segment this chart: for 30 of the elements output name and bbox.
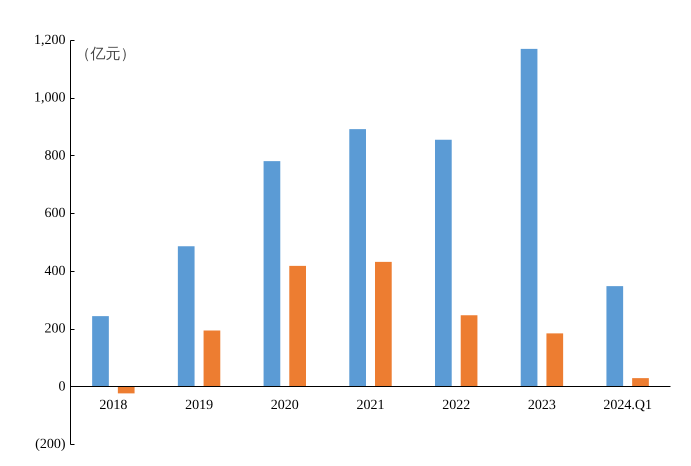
x-tick-label: 2024.Q1 (603, 398, 652, 413)
bar (92, 316, 109, 387)
bar (606, 286, 624, 387)
bar (546, 333, 564, 387)
bar (632, 378, 649, 387)
bar (264, 161, 280, 387)
bar (289, 266, 306, 387)
bar (375, 262, 392, 387)
y-axis-title: （亿元） (76, 44, 136, 62)
bar (520, 48, 538, 387)
y-tick-label: 0 (58, 379, 66, 394)
bar (460, 315, 478, 387)
x-tick-label: 2023 (528, 398, 556, 413)
bar (118, 386, 135, 394)
bar (178, 246, 195, 387)
bar (349, 129, 366, 387)
x-tick-label: 2021 (356, 398, 384, 413)
y-tick-label: 400 (44, 264, 66, 279)
bar (435, 140, 452, 387)
y-tick-label: (200) (35, 437, 66, 452)
y-tick-label: 1,200 (34, 33, 66, 48)
x-tick-label: 2022 (442, 398, 470, 413)
bar (204, 330, 220, 387)
x-tick-label: 2019 (185, 398, 214, 413)
y-tick-label: 200 (44, 322, 66, 337)
x-tick-label: 2018 (99, 398, 128, 413)
y-tick-label: 1,000 (34, 90, 66, 106)
y-tick-label: 800 (44, 148, 66, 164)
y-tick-label: 600 (44, 206, 66, 222)
x-tick-label: 2020 (270, 398, 299, 413)
